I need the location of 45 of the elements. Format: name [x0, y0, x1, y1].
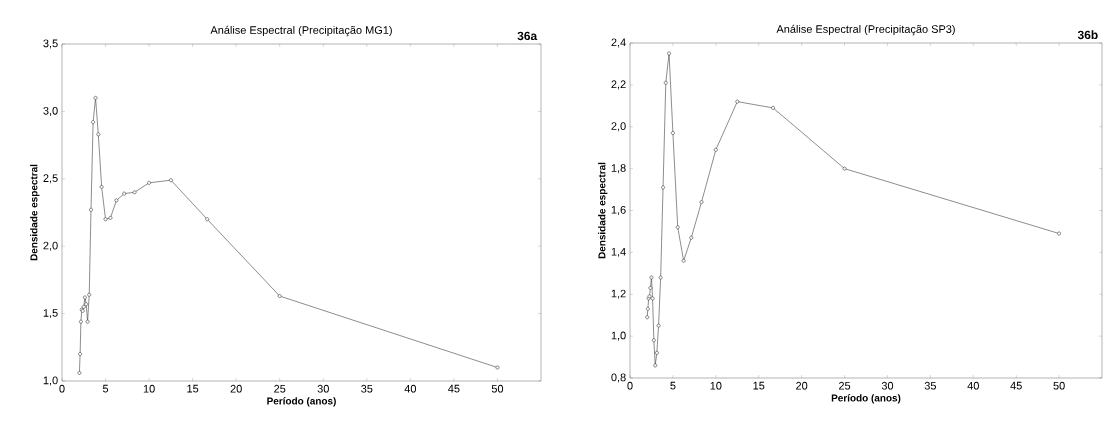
x-tick-label: 45 [1010, 381, 1022, 390]
y-tick-label: 0,8 [611, 373, 626, 383]
x-tick-label: 30 [881, 381, 894, 390]
y-tick-label: 1,0 [611, 331, 626, 341]
y-tick-label: 3,5 [43, 39, 58, 49]
x-tick-label: 35 [361, 384, 373, 393]
y-tick-label: 3,0 [43, 106, 58, 116]
y-tick-label: 2,0 [611, 122, 626, 132]
x-tick-label: 25 [274, 384, 286, 393]
x-tick-label: 45 [448, 384, 460, 393]
y-tick-label: 2,4 [611, 38, 626, 48]
x-axis-title: Período (anos) [831, 394, 901, 404]
chart-title: Análise Espectral (Precipitação SP3) [776, 24, 955, 36]
x-tick-label: 30 [317, 384, 329, 393]
x-tick-label: 15 [187, 384, 199, 393]
x-tick-label: 5 [670, 381, 676, 390]
y-tick-label: 2,5 [43, 174, 58, 184]
x-tick-label: 10 [710, 381, 722, 390]
x-tick-label: 40 [404, 384, 417, 393]
text: 36a [517, 31, 538, 41]
x-tick-label: 40 [967, 381, 979, 390]
y-tick-label: 1,0 [43, 376, 58, 386]
x-axis-title: Período (anos) [267, 397, 336, 407]
text: 36b [1077, 30, 1098, 40]
y-axis-title: Densidade espectral [30, 164, 40, 261]
x-tick-label: 20 [796, 381, 808, 390]
y-tick-label: 1,5 [43, 309, 58, 319]
x-tick-label: 25 [839, 381, 851, 390]
x-tick-label: 10 [143, 384, 155, 393]
y-tick-label: 1,6 [611, 205, 626, 216]
chart-title: Análise Espectral (Precipitação MG1) [210, 25, 392, 37]
x-tick-label: 15 [753, 381, 765, 390]
x-tick-label: 0 [627, 381, 633, 390]
y-tick-label: 1,8 [611, 164, 626, 174]
x-tick-label: 5 [102, 384, 109, 393]
y-tick-label: 1,4 [611, 247, 626, 257]
y-axis-title: Densidade espectral [598, 162, 608, 259]
x-tick-label: 20 [230, 384, 242, 393]
x-tick-label: 35 [924, 381, 936, 390]
x-tick-label: 50 [491, 384, 504, 393]
x-tick-label: 0 [59, 384, 65, 393]
x-tick-label: 50 [1053, 381, 1065, 390]
y-tick-label: 1,2 [611, 289, 626, 299]
y-tick-label: 2,0 [43, 241, 58, 251]
y-tick-label: 2,2 [611, 80, 626, 90]
